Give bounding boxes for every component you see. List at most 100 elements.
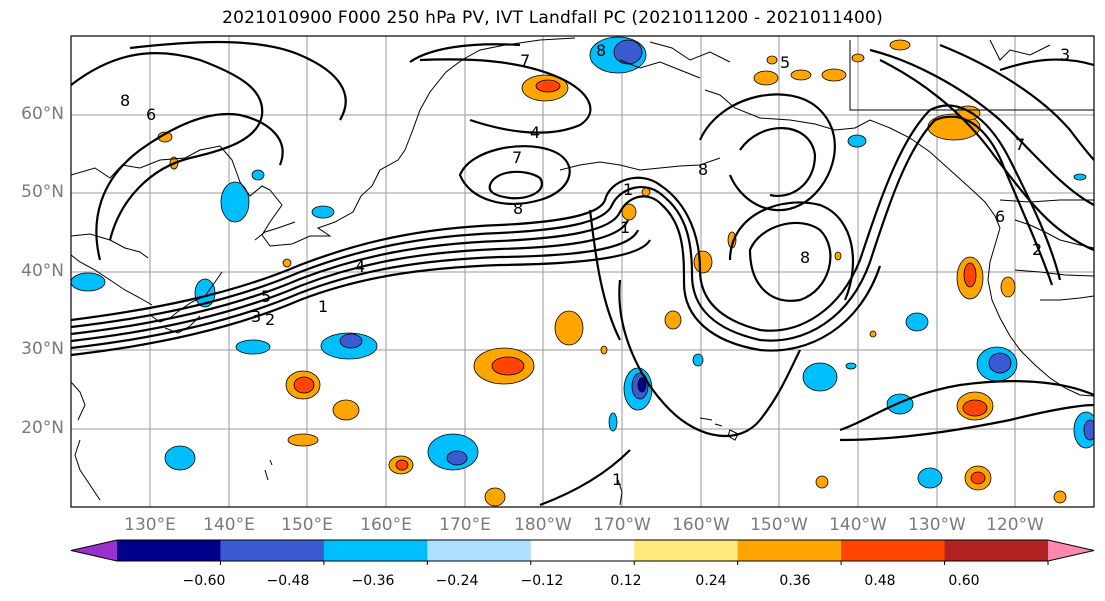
neg-anomaly xyxy=(845,362,857,370)
contour-label-group: 8 7 6 5 4 3 2 1 7 8 1 8 8 6 8 7 1 5 4 3 … xyxy=(120,41,1070,489)
pos-anomaly xyxy=(753,70,779,86)
pos-anomaly xyxy=(332,399,360,421)
pos-anomaly xyxy=(491,356,525,376)
pos-anomaly xyxy=(693,250,713,274)
contour-label: 8 xyxy=(120,91,130,110)
contour-label: 4 xyxy=(530,123,540,142)
lon-label: 170°E xyxy=(439,515,491,535)
contour-label: 8 xyxy=(800,248,810,267)
pos-anomaly xyxy=(851,53,865,63)
contour-label: 1 xyxy=(620,218,630,237)
contour-label: 3 xyxy=(1060,45,1070,64)
ivt-shading xyxy=(71,36,1094,507)
lon-label: 180°W xyxy=(514,515,572,535)
neg-anomaly xyxy=(311,205,335,219)
lat-label: 50°N xyxy=(21,182,64,202)
contour-label: 8 xyxy=(698,160,708,179)
lat-label: 60°N xyxy=(21,104,64,124)
lon-label: 130°E xyxy=(124,515,176,535)
map-title: 2021010900 F000 250 hPa PV, IVT Landfall… xyxy=(222,8,883,28)
neg-anomaly xyxy=(220,181,250,223)
pos-anomaly xyxy=(664,310,682,330)
pos-anomaly xyxy=(1053,490,1067,504)
pos-anomaly xyxy=(621,203,637,221)
lon-label: 140°E xyxy=(203,515,255,535)
pos-anomaly xyxy=(889,39,911,51)
contour-label: 8 xyxy=(596,41,606,60)
neg-anomaly xyxy=(886,393,914,415)
lon-label: 160°E xyxy=(360,515,412,535)
colorbar-tick-label: −0.24 xyxy=(435,573,479,589)
pos-anomaly xyxy=(641,187,651,197)
neg-anomaly xyxy=(802,362,838,392)
contour-label: 8 xyxy=(513,199,523,218)
lon-label: 140°W xyxy=(829,515,887,535)
pos-anomaly xyxy=(790,69,812,81)
contour-label: 4 xyxy=(355,257,365,276)
colorbar-tick-label: −0.12 xyxy=(520,573,564,589)
colorbar-tick-label: 0.24 xyxy=(695,573,727,589)
pos-anomaly xyxy=(963,262,977,288)
neg-anomaly xyxy=(164,445,196,471)
lat-label: 30°N xyxy=(21,339,64,359)
contour-label: 3 xyxy=(251,307,261,326)
pos-anomaly xyxy=(484,487,506,507)
lat-label: 20°N xyxy=(21,418,64,438)
pos-anomaly xyxy=(287,433,319,447)
neg-anomaly xyxy=(1083,419,1094,441)
pos-anomaly xyxy=(282,258,292,268)
contour-label: 5 xyxy=(261,287,271,306)
neg-anomaly xyxy=(917,467,943,489)
neg-anomaly xyxy=(692,353,704,367)
colorbar-tick-label: 0.36 xyxy=(779,573,811,589)
neg-anomaly xyxy=(446,450,468,466)
lon-label: 120°W xyxy=(986,515,1044,535)
pos-anomaly xyxy=(554,310,584,346)
contour-label: 7 xyxy=(520,51,530,70)
pos-anomaly xyxy=(970,471,986,485)
contour-label: 6 xyxy=(146,105,156,124)
contour-label: 1 xyxy=(612,470,622,489)
neg-anomaly xyxy=(339,333,363,349)
lon-label: 130°W xyxy=(908,515,966,535)
map-frame xyxy=(70,35,1095,508)
neg-anomaly xyxy=(235,339,271,355)
contour-label: 7 xyxy=(1015,135,1025,154)
pos-anomaly xyxy=(395,459,409,471)
colorbar-tick-label: 0.48 xyxy=(864,573,896,589)
graticule xyxy=(71,36,1094,507)
colorbar-tick-label: −0.60 xyxy=(182,573,226,589)
neg-anomaly xyxy=(637,377,647,393)
pos-anomaly xyxy=(535,79,561,93)
colorbar-tick-label: −0.36 xyxy=(351,573,395,589)
neg-anomaly xyxy=(613,39,643,65)
contour-label: 6 xyxy=(995,207,1005,226)
neg-anomaly xyxy=(988,352,1012,374)
pos-anomaly xyxy=(869,330,877,338)
neg-anomaly xyxy=(608,412,618,432)
contour-label: 2 xyxy=(1032,240,1042,259)
contour-label: 1 xyxy=(318,297,328,316)
pos-anomaly xyxy=(821,68,847,82)
pos-anomaly xyxy=(815,475,829,489)
colorbar-tick-label: 0.12 xyxy=(610,573,642,589)
pos-anomaly xyxy=(834,251,842,261)
pos-anomaly xyxy=(962,399,988,417)
lon-label: 150°W xyxy=(750,515,808,535)
coastlines xyxy=(71,37,1094,506)
lon-label: 160°W xyxy=(672,515,730,535)
lon-label: 170°W xyxy=(593,515,651,535)
colorbar-tick-label: 0.60 xyxy=(948,573,980,589)
contour-label: 2 xyxy=(265,310,275,329)
pos-anomaly xyxy=(293,376,315,394)
lon-label: 150°E xyxy=(281,515,333,535)
colorbar-tick-label: −0.48 xyxy=(266,573,310,589)
contour-label: 1 xyxy=(623,180,633,199)
contour-label: 5 xyxy=(780,53,790,72)
neg-anomaly xyxy=(1073,173,1087,181)
neg-anomaly xyxy=(847,134,867,148)
lat-label: 40°N xyxy=(21,261,64,281)
pos-anomaly xyxy=(600,345,608,355)
pv-contours xyxy=(71,40,1094,507)
